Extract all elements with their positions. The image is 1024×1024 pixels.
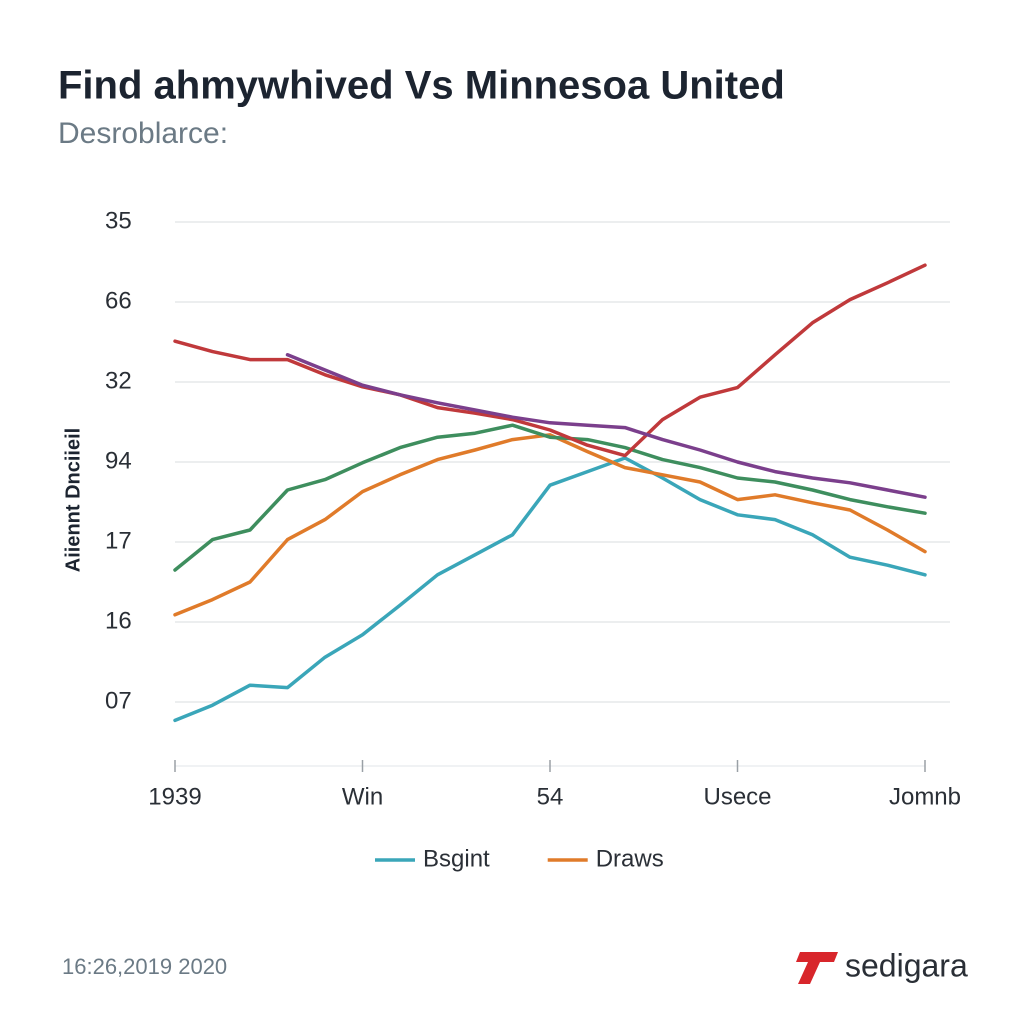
x-tick-label: Usece (703, 783, 771, 810)
y-axis-label: Aiiennt Dnciieil (62, 428, 84, 572)
x-tick-label: Jomnb (889, 783, 961, 810)
series-line (173, 433, 927, 617)
footer: 16:26,2019 2020 (62, 954, 227, 979)
series-line (173, 263, 927, 458)
y-tick-label: 94 (105, 447, 132, 474)
series-line (285, 353, 927, 499)
y-tick-label: 16 (105, 607, 132, 634)
x-tick-label: Win (342, 783, 383, 810)
y-tick-label: 17 (105, 527, 132, 554)
x-tick-label: 1939 (148, 783, 201, 810)
legend-label: Draws (596, 845, 664, 872)
y-tick-label: 32 (105, 367, 132, 394)
y-tick-label: 07 (105, 687, 132, 714)
chart-subtitle: Desroblarce: (58, 117, 228, 150)
series-line (173, 423, 927, 572)
y-tick-label: 66 (105, 287, 132, 314)
brand-logo (796, 952, 838, 984)
series-line (173, 456, 927, 723)
x-tick-label: 54 (537, 783, 564, 810)
brand-name: sedigara (845, 947, 968, 983)
y-tick-label: 35 (105, 207, 132, 234)
legend-label: Bsgint (423, 845, 490, 872)
chart-title: Find ahmywhived Vs Minnesoa United (58, 64, 785, 108)
